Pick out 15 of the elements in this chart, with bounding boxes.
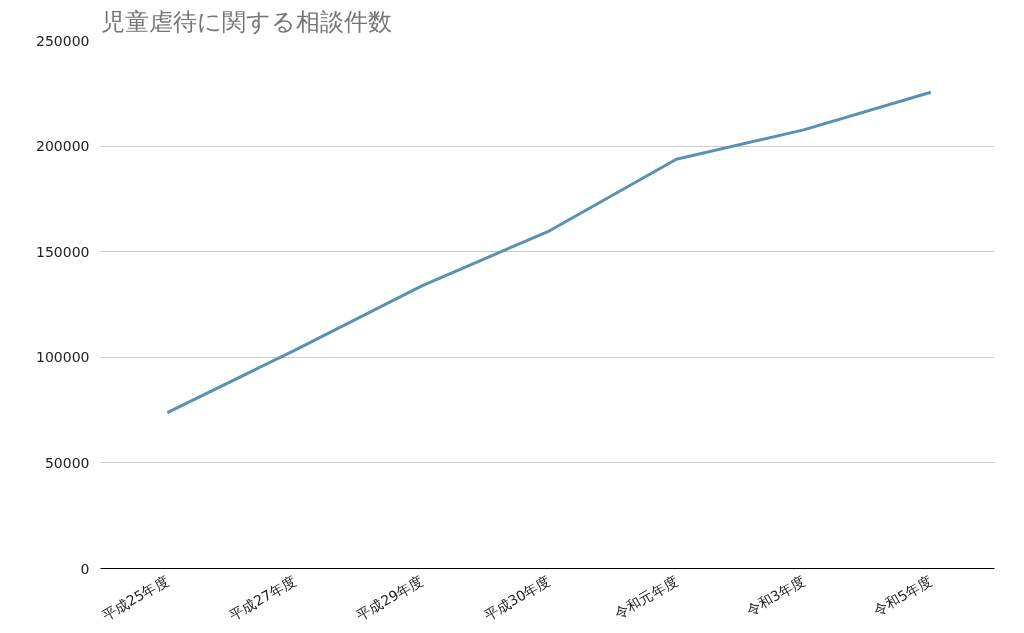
y-tick-label: 100000	[36, 349, 90, 366]
x-tick-label: 平成29年度	[353, 572, 426, 624]
x-tick-label: 平成27年度	[226, 572, 299, 624]
y-tick-label: 250000	[36, 32, 90, 49]
x-tick-label: 令和元年度	[611, 572, 681, 622]
x-tick-label: 平成25年度	[99, 572, 172, 624]
x-tick-label: 平成30年度	[481, 572, 554, 624]
y-tick-label: 50000	[44, 454, 90, 471]
x-tick-label: 令和3年度	[743, 572, 808, 619]
y-tick-label: 150000	[36, 243, 90, 260]
line-series	[165, 90, 933, 415]
chart-title: 児童虐待に関する相談件数	[100, 7, 392, 36]
y-tick-label: 0	[80, 560, 90, 577]
x-tick-label: 令和5年度	[870, 572, 935, 619]
y-tick-label: 200000	[36, 138, 90, 155]
